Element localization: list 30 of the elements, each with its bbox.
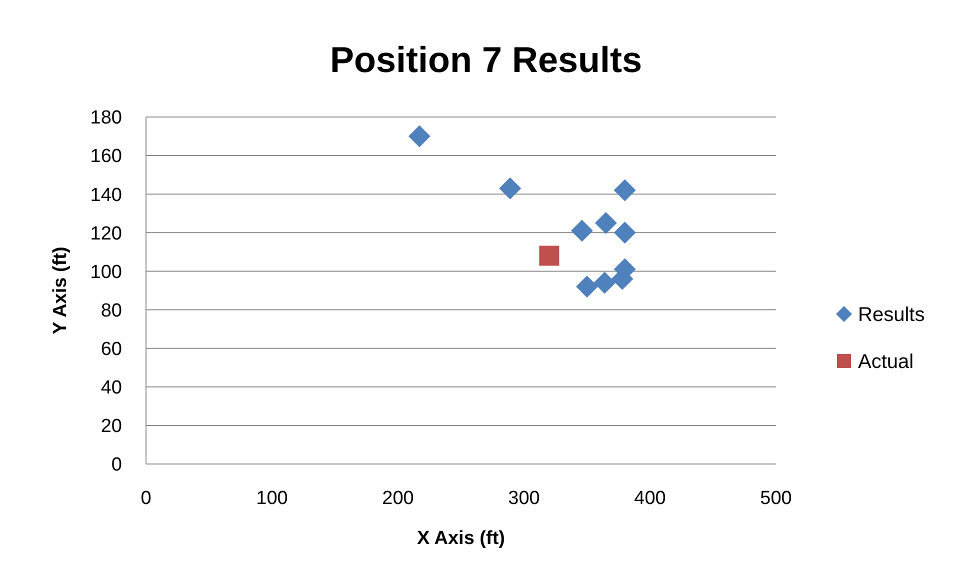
point (614, 222, 636, 244)
x-tick-label: 500 (760, 488, 792, 509)
y-tick-label: 100 (90, 262, 122, 283)
legend-label: Results (858, 304, 925, 326)
y-axis-title: Y Axis (ft) (50, 246, 71, 334)
point (576, 276, 598, 298)
x-tick-label: 400 (634, 488, 666, 509)
x-tick-label: 200 (382, 488, 414, 509)
x-tick-label: 300 (508, 488, 540, 509)
y-tick-label: 0 (111, 454, 122, 476)
y-tick-label: 180 (90, 108, 122, 129)
y-tick-label: 140 (90, 184, 122, 206)
point (499, 177, 522, 200)
point (594, 212, 617, 234)
y-tick-label: 120 (90, 223, 122, 244)
x-tick-label: 0 (140, 488, 152, 509)
y-tick-label: 20 (100, 416, 122, 438)
x-tick-label: 100 (256, 488, 288, 509)
x-axis-title: X Axis (ft) (417, 528, 505, 549)
chart-title: Position 7 Results (330, 39, 642, 80)
point (594, 272, 616, 294)
point (539, 246, 560, 266)
y-tick-label: 160 (90, 146, 122, 168)
point (408, 125, 430, 148)
y-tick-label: 80 (100, 300, 122, 322)
point (570, 220, 593, 242)
legend-label: Actual (858, 351, 914, 373)
point (614, 179, 636, 202)
y-tick-label: 60 (100, 338, 122, 360)
y-tick-label: 40 (100, 378, 122, 399)
